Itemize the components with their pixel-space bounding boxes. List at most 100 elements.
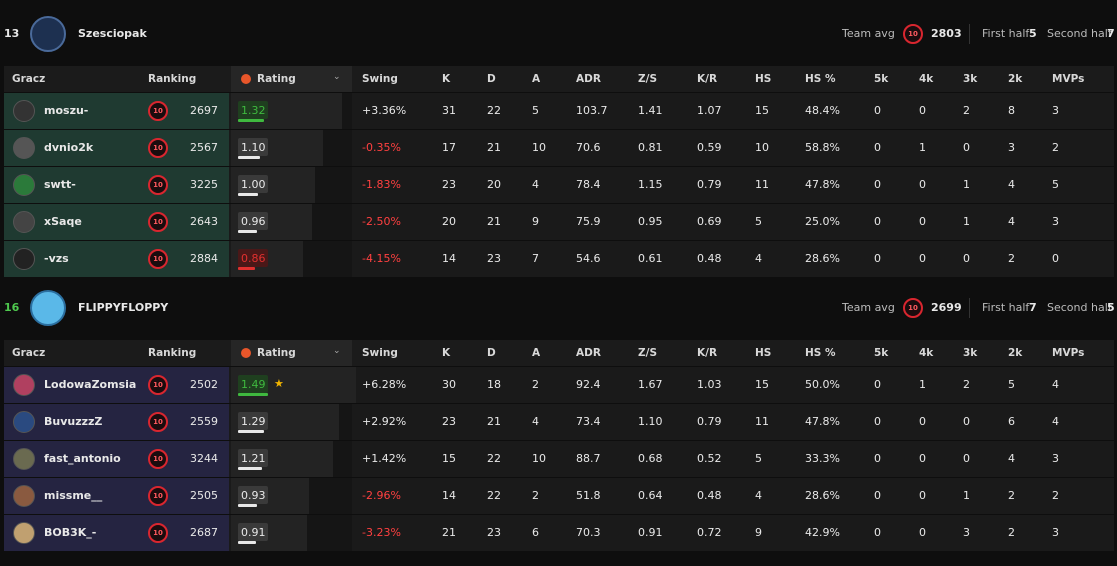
stat: 58.8% — [805, 141, 840, 154]
ranking: 3244 — [190, 452, 218, 465]
stat: 0.68 — [638, 452, 663, 465]
column-header: K/R — [697, 347, 718, 359]
stat: 2 — [963, 378, 970, 391]
swing: +2.92% — [362, 415, 407, 428]
stat: 15 — [755, 378, 769, 391]
player-cell[interactable] — [4, 515, 229, 551]
column-header: 5k — [874, 347, 889, 359]
column-header[interactable]: Rating — [257, 347, 296, 359]
player-cell[interactable] — [4, 130, 229, 166]
stat: 3 — [1052, 215, 1059, 228]
avatar — [13, 485, 35, 507]
stat: 17 — [442, 141, 456, 154]
player-cell[interactable] — [4, 367, 229, 403]
stat: 4 — [532, 178, 539, 191]
ranking: 2643 — [190, 215, 218, 228]
rating-badge — [238, 249, 268, 267]
stat: 2 — [532, 489, 539, 502]
player-name[interactable]: LodowaZomsia — [44, 378, 137, 391]
rating-underline — [238, 467, 263, 470]
ranking: 3225 — [190, 178, 218, 191]
stat: 0 — [874, 415, 881, 428]
rating: 1.32 — [241, 104, 266, 117]
stat: 18 — [487, 378, 501, 391]
second-half-label: Second half — [1047, 27, 1112, 40]
player-cell[interactable] — [4, 93, 229, 129]
player-name[interactable]: BOB3K_- — [44, 526, 97, 539]
column-header[interactable]: Rating — [257, 73, 296, 85]
player-cell[interactable] — [4, 404, 229, 440]
team-logo — [30, 16, 66, 52]
stat: 4 — [1052, 378, 1059, 391]
stat: 3 — [1052, 526, 1059, 539]
team-avg-label: Team avg — [842, 301, 895, 314]
player-name[interactable]: moszu- — [44, 104, 89, 117]
column-header: K — [442, 347, 451, 359]
stat: 70.3 — [576, 526, 601, 539]
rating-underline — [238, 430, 264, 433]
player-name[interactable]: swtt- — [44, 178, 76, 191]
ranking: 2687 — [190, 526, 218, 539]
player-cell[interactable] — [4, 241, 229, 277]
player-name[interactable]: xSaqe — [44, 215, 82, 228]
avatar — [13, 522, 35, 544]
column-header: Gracz — [12, 73, 46, 85]
player-cell[interactable] — [4, 441, 229, 477]
player-cell[interactable] — [4, 478, 229, 514]
level-icon: 10 — [148, 101, 168, 121]
table-header — [4, 66, 1114, 92]
player-cell[interactable] — [4, 204, 229, 240]
stat: 47.8% — [805, 415, 840, 428]
stat: 75.9 — [576, 215, 601, 228]
rating: 1.49 — [241, 378, 266, 391]
stat: 0.48 — [697, 489, 722, 502]
ranking: 2697 — [190, 104, 218, 117]
rating-badge — [238, 375, 268, 393]
stat: 54.6 — [576, 252, 601, 265]
stat: 4 — [755, 489, 762, 502]
rating-underline — [238, 504, 257, 507]
column-header: 3k — [963, 73, 978, 85]
sort-chevron: ⌄ — [333, 72, 341, 82]
team-avg: 2699 — [931, 301, 962, 314]
swing: +6.28% — [362, 378, 407, 391]
player-name[interactable]: BuvuzzzZ — [44, 415, 103, 428]
avatar — [13, 374, 35, 396]
avatar — [13, 137, 35, 159]
stat: 23 — [487, 526, 501, 539]
level-icon: 10 — [148, 412, 168, 432]
player-name[interactable]: dvnio2k — [44, 141, 94, 154]
swing: +3.36% — [362, 104, 407, 117]
stat: 70.6 — [576, 141, 601, 154]
second-half-label: Second half — [1047, 301, 1112, 314]
stat: 2 — [532, 378, 539, 391]
stat: 21 — [487, 415, 501, 428]
avatar — [13, 174, 35, 196]
stat: 42.9% — [805, 526, 840, 539]
stat: 5 — [1008, 378, 1015, 391]
stat: 0 — [1052, 252, 1059, 265]
stat: 1 — [963, 489, 970, 502]
stat: 0 — [874, 378, 881, 391]
stat: 23 — [442, 178, 456, 191]
column-header: ADR — [576, 73, 601, 85]
stat: 3 — [1008, 141, 1015, 154]
stat: 0 — [919, 178, 926, 191]
column-header: 4k — [919, 73, 934, 85]
player-name[interactable]: -vzs — [44, 252, 69, 265]
rating-badge — [238, 101, 268, 119]
player-name[interactable]: fast_antonio — [44, 452, 121, 465]
stat: 20 — [487, 178, 501, 191]
column-header: MVPs — [1052, 73, 1085, 85]
rating-header-bg — [231, 340, 352, 366]
column-header: MVPs — [1052, 347, 1085, 359]
rating-underline — [238, 230, 258, 233]
avatar — [13, 448, 35, 470]
stat: 0.91 — [638, 526, 663, 539]
player-cell[interactable] — [4, 167, 229, 203]
stat: 0 — [919, 452, 926, 465]
stat: 1.03 — [697, 378, 722, 391]
stat: 2 — [1052, 141, 1059, 154]
stat: 4 — [1008, 215, 1015, 228]
player-name[interactable]: missme__ — [44, 489, 103, 502]
